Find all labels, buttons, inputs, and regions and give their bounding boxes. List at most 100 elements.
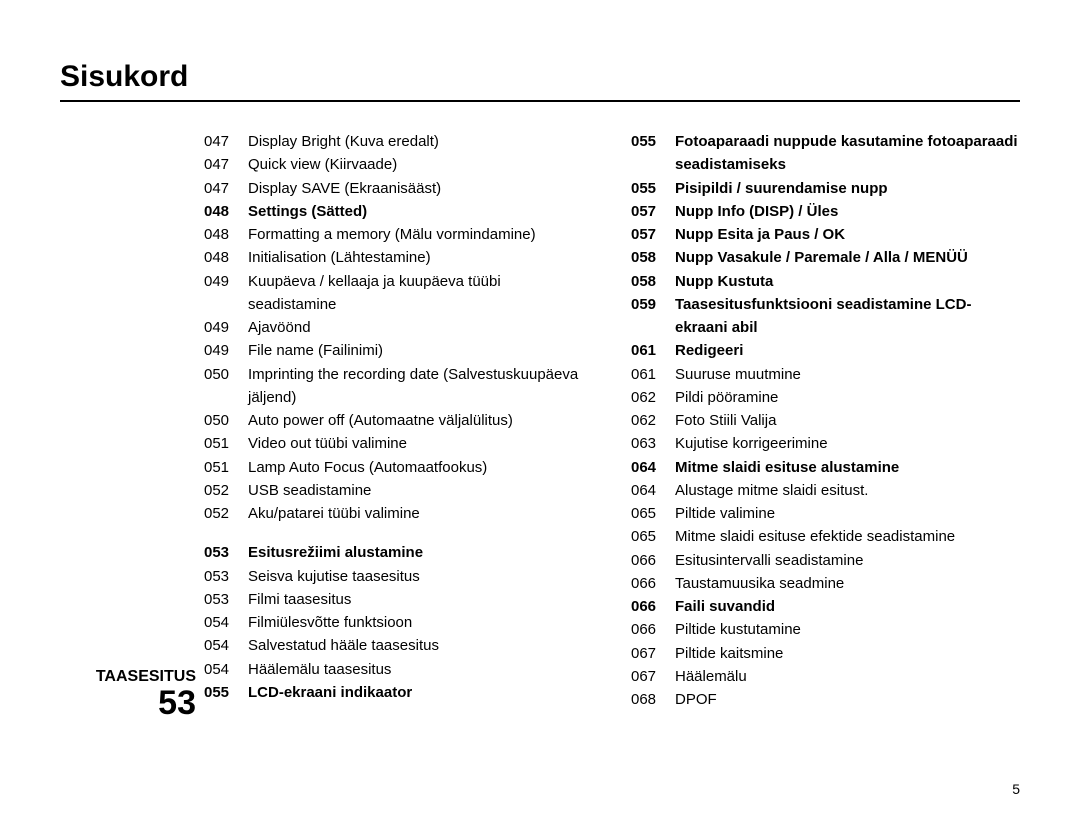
right-column: 055Fotoaparaadi nuppude kasutamine fotoa… [631,130,1020,720]
toc-entry: 062Pildi pööramine [631,386,1020,409]
toc-entry: 055Pisipildi / suurendamise nupp [631,177,1020,200]
toc-entry: 049File name (Failinimi) [204,339,593,362]
toc-entry-text: Nupp Kustuta [675,270,1020,293]
toc-entry: 047Quick view (Kiirvaade) [204,153,593,176]
toc-spacer [204,525,593,541]
toc-entry-page: 065 [631,525,675,548]
toc-entry-page: 052 [204,502,248,525]
toc-entry-text: Settings (Sätted) [248,200,593,223]
toc-entry: 049Kuupäeva / kellaaja ja kuupäeva tüübi… [204,270,593,317]
toc-entry-text: Faili suvandid [675,595,1020,618]
toc-entry-text: Auto power off (Automaatne väljalülitus) [248,409,593,432]
section-label-spacer [60,130,196,668]
toc-entry: 047Display Bright (Kuva eredalt) [204,130,593,153]
toc-entry-text: Nupp Esita ja Paus / OK [675,223,1020,246]
toc-entry: 052Aku/patarei tüübi valimine [204,502,593,525]
toc-entry-text: Taustamuusika seadmine [675,572,1020,595]
toc-entry-text: Piltide kustutamine [675,618,1020,641]
toc-entry-text: Fotoaparaadi nuppude kasutamine fotoapar… [675,130,1020,177]
section-label-number: 53 [60,686,196,720]
toc-entry: 052USB seadistamine [204,479,593,502]
left-column: 047Display Bright (Kuva eredalt)047Quick… [204,130,593,720]
toc-entry-page: 066 [631,618,675,641]
toc-entry-text: Display SAVE (Ekraanisääst) [248,177,593,200]
toc-entry: 047Display SAVE (Ekraanisääst) [204,177,593,200]
toc-entry-text: Häälemälu taasesitus [248,658,593,681]
toc-entry-page: 062 [631,409,675,432]
page-number: 5 [1012,781,1020,797]
toc-entry: 059Taasesitusfunktsiooni seadistamine LC… [631,293,1020,340]
toc-entry-page: 051 [204,432,248,455]
toc-entry: 055Fotoaparaadi nuppude kasutamine fotoa… [631,130,1020,177]
toc-entry-page: 049 [204,316,248,339]
section-label-block: TAASESITUS 53 [60,668,196,720]
toc-entry-page: 067 [631,665,675,688]
toc-entry: 049Ajavöönd [204,316,593,339]
toc-entry-text: Mitme slaidi esituse efektide seadistami… [675,525,1020,548]
columns: 047Display Bright (Kuva eredalt)047Quick… [204,130,1020,720]
toc-entry-page: 062 [631,386,675,409]
toc-entry-text: Video out tüübi valimine [248,432,593,455]
toc-entry: 057Nupp Esita ja Paus / OK [631,223,1020,246]
toc-entry-page: 061 [631,363,675,386]
content-area: TAASESITUS 53 047Display Bright (Kuva er… [60,130,1020,720]
toc-entry-text: Esitusrežiimi alustamine [248,541,593,564]
toc-entry: 048Formatting a memory (Mälu vormindamin… [204,223,593,246]
toc-entry: 066Faili suvandid [631,595,1020,618]
toc-entry-text: USB seadistamine [248,479,593,502]
toc-entry: 062Foto Stiili Valija [631,409,1020,432]
toc-entry: 065Mitme slaidi esituse efektide seadist… [631,525,1020,548]
toc-entry-text: Quick view (Kiirvaade) [248,153,593,176]
toc-entry: 061Redigeeri [631,339,1020,362]
toc-entry-page: 054 [204,658,248,681]
page: Sisukord TAASESITUS 53 047Display Bright… [0,0,1080,815]
toc-entry-page: 047 [204,153,248,176]
toc-entry: 061Suuruse muutmine [631,363,1020,386]
toc-entry: 058Nupp Vasakule / Paremale / Alla / MEN… [631,246,1020,269]
toc-entry-text: Taasesitusfunktsiooni seadistamine LCD-e… [675,293,1020,340]
toc-entry-text: Display Bright (Kuva eredalt) [248,130,593,153]
toc-entry-page: 055 [631,130,675,153]
toc-entry-page: 053 [204,565,248,588]
toc-entry-text: Formatting a memory (Mälu vormindamine) [248,223,593,246]
toc-entry: 051Lamp Auto Focus (Automaatfookus) [204,456,593,479]
toc-entry-text: Seisva kujutise taasesitus [248,565,593,588]
toc-entry-text: Redigeeri [675,339,1020,362]
page-title: Sisukord [60,60,1020,102]
toc-entry: 051Video out tüübi valimine [204,432,593,455]
toc-entry: 058Nupp Kustuta [631,270,1020,293]
toc-entry-text: Filmiülesvõtte funktsioon [248,611,593,634]
toc-entry-text: DPOF [675,688,1020,711]
toc-entry-page: 064 [631,456,675,479]
toc-entry-page: 065 [631,502,675,525]
toc-entry-text: File name (Failinimi) [248,339,593,362]
toc-entry-text: Häälemälu [675,665,1020,688]
toc-entry-page: 057 [631,200,675,223]
toc-entry-text: Esitusintervalli seadistamine [675,549,1020,572]
toc-entry-text: Nupp Info (DISP) / Üles [675,200,1020,223]
toc-entry-text: LCD-ekraani indikaator [248,681,593,704]
toc-entry-page: 057 [631,223,675,246]
toc-entry-page: 053 [204,541,248,564]
toc-entry: 067Piltide kaitsmine [631,642,1020,665]
toc-entry-text: Piltide valimine [675,502,1020,525]
toc-entry-text: Foto Stiili Valija [675,409,1020,432]
toc-entry: 065Piltide valimine [631,502,1020,525]
toc-entry-text: Kuupäeva / kellaaja ja kuupäeva tüübi se… [248,270,593,317]
toc-entry-page: 053 [204,588,248,611]
toc-entry-text: Mitme slaidi esituse alustamine [675,456,1020,479]
toc-entry: 054Häälemälu taasesitus [204,658,593,681]
toc-entry: 068DPOF [631,688,1020,711]
toc-entry-page: 048 [204,200,248,223]
toc-entry-page: 063 [631,432,675,455]
toc-entry-page: 068 [631,688,675,711]
toc-entry-page: 058 [631,270,675,293]
toc-entry-page: 051 [204,456,248,479]
toc-entry-text: Suuruse muutmine [675,363,1020,386]
toc-entry-text: Lamp Auto Focus (Automaatfookus) [248,456,593,479]
toc-entry-page: 066 [631,572,675,595]
toc-entry-page: 049 [204,270,248,293]
toc-entry-page: 067 [631,642,675,665]
toc-entry-page: 064 [631,479,675,502]
toc-entry: 048Initialisation (Lähtestamine) [204,246,593,269]
